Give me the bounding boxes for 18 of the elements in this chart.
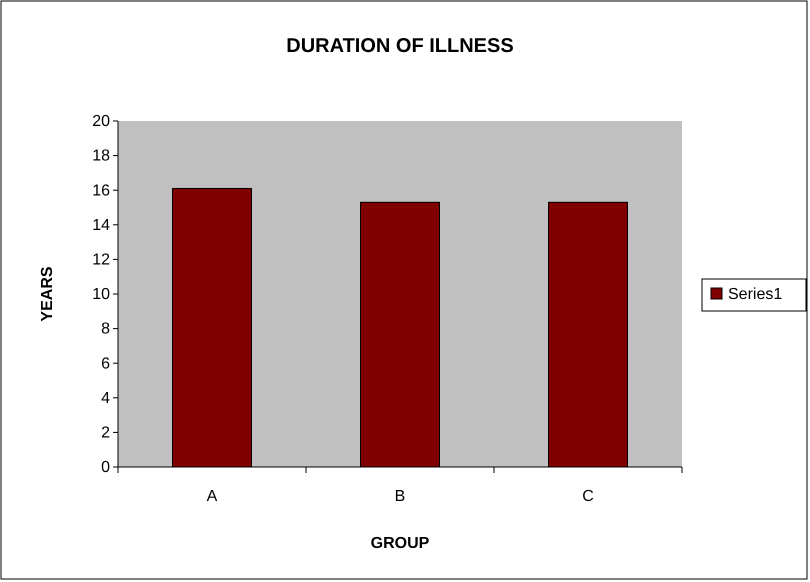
y-tick-label: 4	[101, 390, 110, 407]
chart-title: DURATION OF ILLNESS	[286, 35, 514, 57]
x-tick-label: A	[206, 488, 218, 505]
x-tick-label: B	[394, 488, 406, 505]
legend-label: Series1	[728, 286, 782, 303]
y-tick-label: 2	[101, 424, 110, 442]
x-axis-title: GROUP	[370, 535, 430, 552]
x-tick-label: C	[582, 488, 594, 505]
y-tick-label: 18	[92, 148, 110, 165]
y-tick-label: 10	[92, 286, 110, 304]
y-tick-label: 8	[101, 320, 110, 338]
y-tick-label: 20	[92, 113, 110, 130]
y-tick-label: 14	[92, 216, 110, 234]
y-axis-title: YEARS	[39, 266, 56, 322]
y-tick-label: 6	[101, 355, 110, 372]
y-tick-label: 12	[92, 252, 110, 269]
y-tick-label: 16	[92, 182, 110, 200]
y-tick-label: 0	[101, 459, 110, 476]
